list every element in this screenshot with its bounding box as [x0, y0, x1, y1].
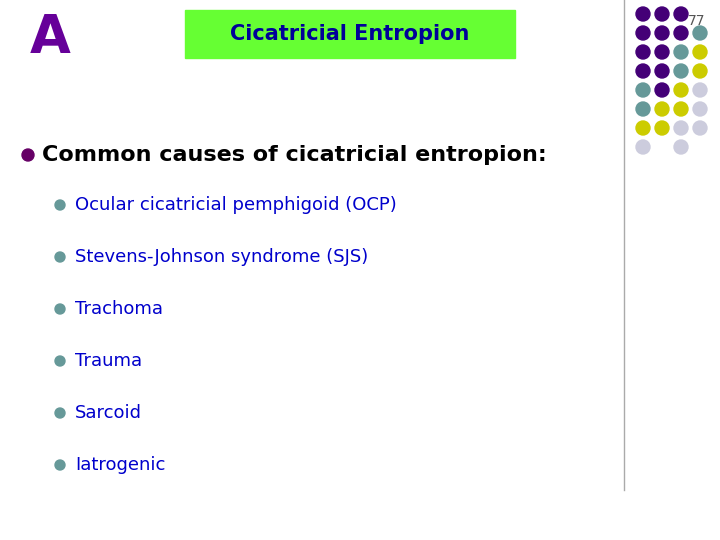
Circle shape	[655, 7, 669, 21]
Circle shape	[693, 102, 707, 116]
Circle shape	[636, 7, 650, 21]
Text: Trauma: Trauma	[75, 352, 142, 370]
Text: Ocular cicatricial pemphigoid (OCP): Ocular cicatricial pemphigoid (OCP)	[75, 196, 397, 214]
Circle shape	[674, 26, 688, 40]
Circle shape	[55, 408, 65, 418]
Text: 77: 77	[688, 14, 705, 28]
Circle shape	[655, 121, 669, 135]
FancyBboxPatch shape	[185, 10, 515, 58]
Circle shape	[693, 45, 707, 59]
Circle shape	[693, 83, 707, 97]
Circle shape	[674, 7, 688, 21]
Circle shape	[693, 121, 707, 135]
Text: Stevens-Johnson syndrome (SJS): Stevens-Johnson syndrome (SJS)	[75, 248, 368, 266]
Circle shape	[636, 102, 650, 116]
Circle shape	[674, 83, 688, 97]
Circle shape	[636, 140, 650, 154]
Circle shape	[655, 45, 669, 59]
Circle shape	[655, 64, 669, 78]
Text: Common causes of cicatricial entropion:: Common causes of cicatricial entropion:	[42, 145, 546, 165]
Circle shape	[22, 149, 34, 161]
Circle shape	[636, 121, 650, 135]
Circle shape	[674, 64, 688, 78]
Circle shape	[655, 102, 669, 116]
Circle shape	[55, 460, 65, 470]
Circle shape	[636, 26, 650, 40]
Circle shape	[674, 121, 688, 135]
Circle shape	[693, 64, 707, 78]
Circle shape	[55, 252, 65, 262]
Text: Cicatricial Entropion: Cicatricial Entropion	[230, 24, 469, 44]
Text: A: A	[30, 12, 71, 64]
Circle shape	[55, 200, 65, 210]
Text: Iatrogenic: Iatrogenic	[75, 456, 166, 474]
Circle shape	[636, 64, 650, 78]
Circle shape	[674, 45, 688, 59]
Circle shape	[655, 83, 669, 97]
Text: Sarcoid: Sarcoid	[75, 404, 142, 422]
Circle shape	[636, 45, 650, 59]
Circle shape	[693, 26, 707, 40]
Circle shape	[674, 102, 688, 116]
Circle shape	[55, 304, 65, 314]
Circle shape	[55, 356, 65, 366]
Text: Trachoma: Trachoma	[75, 300, 163, 318]
Circle shape	[636, 83, 650, 97]
Circle shape	[674, 140, 688, 154]
Circle shape	[655, 26, 669, 40]
